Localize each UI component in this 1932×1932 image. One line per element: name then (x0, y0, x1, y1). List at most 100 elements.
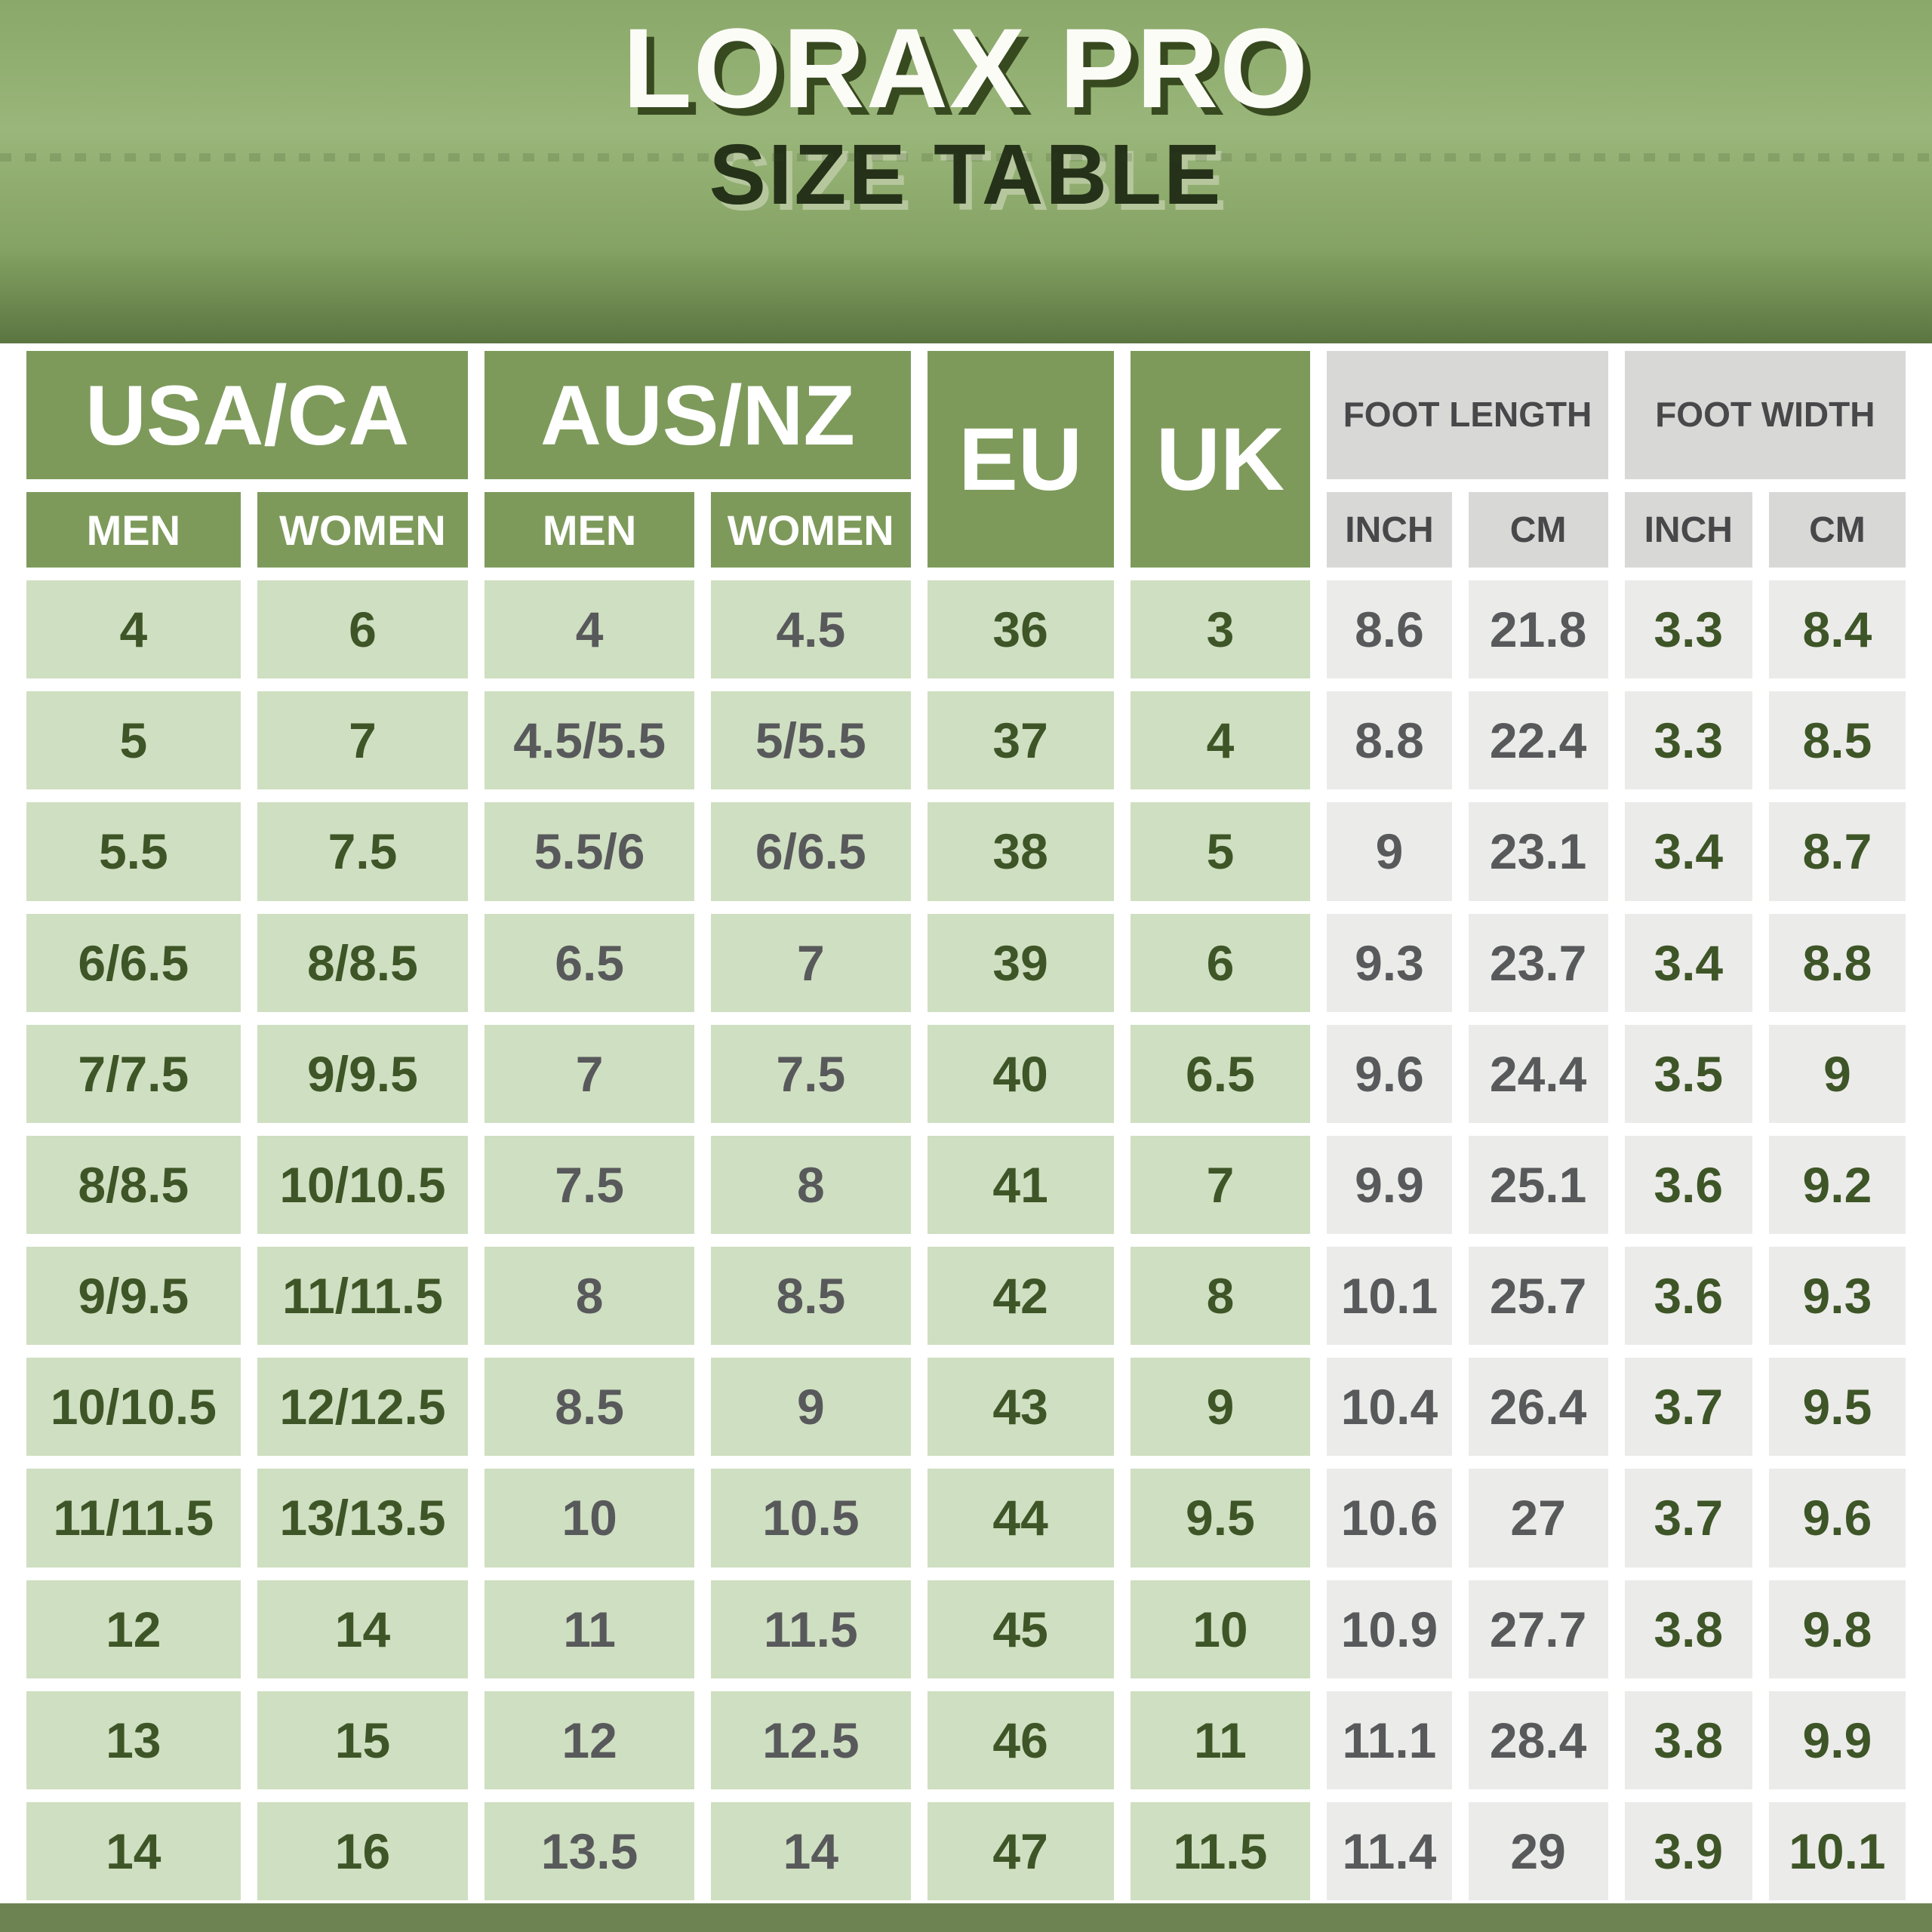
cell-aus-women: 9 (710, 1358, 911, 1457)
cell-aus-men: 4 (485, 580, 694, 679)
cell-foot-width-cm: 8.4 (1768, 580, 1906, 679)
cell-foot-length-cm: 22.4 (1468, 691, 1608, 790)
cell-foot-length-inch: 11.4 (1327, 1801, 1452, 1900)
cell-foot-width-cm: 8.8 (1768, 913, 1906, 1012)
cell-usa-women: 11/11.5 (257, 1247, 469, 1346)
header-usa-ca: USA/CA (26, 351, 469, 479)
cell-foot-width-cm: 10.1 (1768, 1801, 1906, 1900)
cell-usa-men: 11/11.5 (26, 1469, 241, 1567)
cell-aus-women: 8 (710, 1135, 911, 1234)
cell-usa-men: 6/6.5 (26, 913, 241, 1012)
cell-foot-width-inch: 3.4 (1624, 802, 1752, 901)
cell-foot-length-cm: 29 (1468, 1801, 1608, 1900)
cell-foot-width-inch: 3.3 (1624, 691, 1752, 790)
header-foot-length: FOOT LENGTH (1327, 351, 1608, 479)
torn-edge-decoration (0, 153, 1932, 162)
cell-aus-men: 11 (485, 1580, 694, 1678)
cell-foot-width-inch: 3.4 (1624, 913, 1752, 1012)
cell-eu: 44 (927, 1469, 1114, 1567)
cell-foot-width-cm: 8.7 (1768, 802, 1906, 901)
cell-usa-men: 4 (26, 580, 241, 679)
cell-foot-width-inch: 3.3 (1624, 580, 1752, 679)
cell-usa-men: 8/8.5 (26, 1135, 241, 1234)
cell-aus-women: 7.5 (710, 1024, 911, 1123)
cell-foot-length-inch: 9.9 (1327, 1135, 1452, 1234)
subheader-aus-women: WOMEN (710, 492, 911, 568)
subheader-aus-men: MEN (485, 492, 694, 568)
cell-foot-length-inch: 8.8 (1327, 691, 1452, 790)
cell-eu: 41 (927, 1135, 1114, 1234)
cell-foot-length-inch: 10.1 (1327, 1247, 1452, 1346)
cell-usa-women: 10/10.5 (257, 1135, 469, 1234)
cell-uk: 11.5 (1130, 1801, 1311, 1900)
cell-aus-men: 7.5 (485, 1135, 694, 1234)
cell-uk: 6 (1130, 913, 1311, 1012)
cell-foot-length-inch: 9 (1327, 802, 1452, 901)
cell-usa-women: 14 (257, 1580, 469, 1678)
cell-foot-length-cm: 27.7 (1468, 1580, 1608, 1678)
cell-eu: 47 (927, 1801, 1114, 1900)
cell-foot-width-inch: 3.9 (1624, 1801, 1752, 1900)
cell-foot-length-inch: 10.9 (1327, 1580, 1452, 1678)
subheader-length-inch: INCH (1327, 492, 1452, 568)
cell-eu: 42 (927, 1247, 1114, 1346)
cell-aus-women: 10.5 (710, 1469, 911, 1567)
cell-uk: 9 (1130, 1358, 1311, 1457)
cell-foot-width-inch: 3.6 (1624, 1135, 1752, 1234)
cell-foot-width-inch: 3.8 (1624, 1580, 1752, 1678)
cell-uk: 3 (1130, 580, 1311, 679)
cell-eu: 38 (927, 802, 1114, 901)
header-foot-width: FOOT WIDTH (1624, 351, 1906, 479)
cell-usa-women: 6 (257, 580, 469, 679)
cell-eu: 37 (927, 691, 1114, 790)
cell-foot-width-inch: 3.7 (1624, 1469, 1752, 1567)
cell-aus-women: 4.5 (710, 580, 911, 679)
subheader-usa-men: MEN (26, 492, 241, 568)
cell-foot-length-inch: 8.6 (1327, 580, 1452, 679)
cell-aus-men: 13.5 (485, 1801, 694, 1900)
cell-foot-length-inch: 9.3 (1327, 913, 1452, 1012)
cell-aus-men: 5.5/6 (485, 802, 694, 901)
cell-usa-women: 16 (257, 1801, 469, 1900)
cell-foot-width-cm: 9.2 (1768, 1135, 1906, 1234)
cell-aus-men: 4.5/5.5 (485, 691, 694, 790)
cell-foot-length-cm: 24.4 (1468, 1024, 1608, 1123)
header-eu: EU (927, 351, 1114, 568)
cell-foot-width-inch: 3.8 (1624, 1690, 1752, 1789)
cell-uk: 9.5 (1130, 1469, 1311, 1567)
cell-foot-width-inch: 3.5 (1624, 1024, 1752, 1123)
cell-foot-length-cm: 23.7 (1468, 913, 1608, 1012)
cell-foot-width-inch: 3.7 (1624, 1358, 1752, 1457)
cell-foot-length-cm: 23.1 (1468, 802, 1608, 901)
cell-foot-length-cm: 27 (1468, 1469, 1608, 1567)
cell-foot-width-cm: 9.5 (1768, 1358, 1906, 1457)
cell-eu: 36 (927, 580, 1114, 679)
cell-aus-men: 12 (485, 1690, 694, 1789)
size-table: USA/CA AUS/NZ EU UK FOOT LENGTH FOOT WID… (26, 351, 1906, 1900)
cell-aus-women: 7 (710, 913, 911, 1012)
cell-aus-women: 6/6.5 (710, 802, 911, 901)
cell-uk: 6.5 (1130, 1024, 1311, 1123)
subheader-usa-women: WOMEN (257, 492, 469, 568)
cell-eu: 40 (927, 1024, 1114, 1123)
cell-eu: 43 (927, 1358, 1114, 1457)
cell-usa-men: 12 (26, 1580, 241, 1678)
cell-foot-length-inch: 10.6 (1327, 1469, 1452, 1567)
cell-usa-women: 8/8.5 (257, 913, 469, 1012)
cell-foot-length-cm: 28.4 (1468, 1690, 1608, 1789)
cell-eu: 46 (927, 1690, 1114, 1789)
cell-foot-width-cm: 9.6 (1768, 1469, 1906, 1567)
page-subtitle: SIZE TABLE (709, 127, 1223, 222)
cell-usa-men: 7/7.5 (26, 1024, 241, 1123)
cell-usa-women: 7 (257, 691, 469, 790)
cell-uk: 8 (1130, 1247, 1311, 1346)
cell-foot-width-cm: 8.5 (1768, 691, 1906, 790)
cell-foot-length-cm: 26.4 (1468, 1358, 1608, 1457)
cell-aus-women: 8.5 (710, 1247, 911, 1346)
cell-foot-length-inch: 11.1 (1327, 1690, 1452, 1789)
header-aus-nz: AUS/NZ (485, 351, 911, 479)
cell-usa-women: 9/9.5 (257, 1024, 469, 1123)
header-band: LORAX PRO SIZE TABLE (0, 0, 1932, 343)
cell-foot-length-inch: 9.6 (1327, 1024, 1452, 1123)
